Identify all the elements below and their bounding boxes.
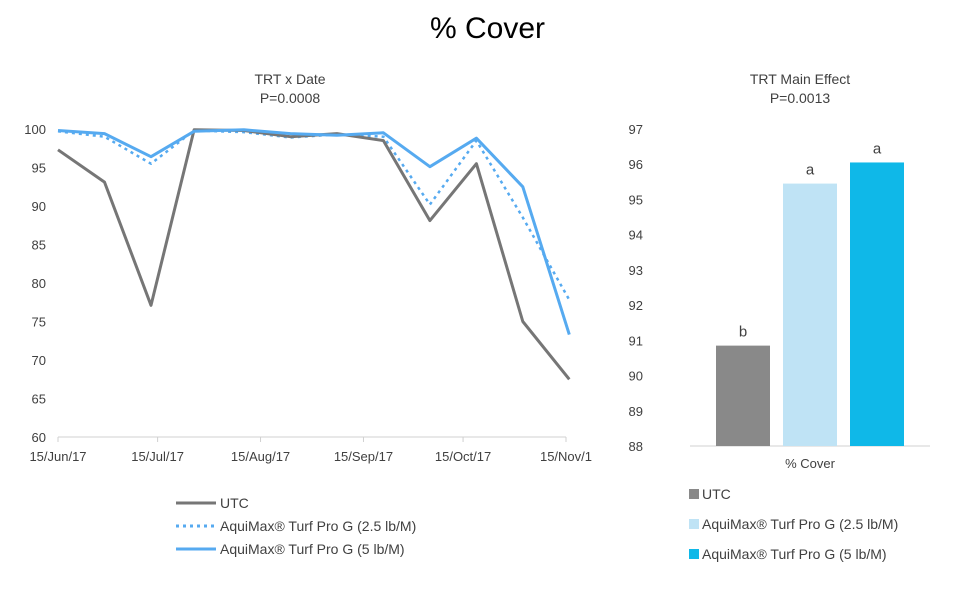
y-tick-label: 65: [32, 392, 46, 407]
y-tick-label: 75: [32, 315, 46, 330]
bar-aquimax-turf-pro-g-5-lb-m: [850, 162, 904, 446]
bar-chart-subtitle: P=0.0013: [770, 90, 831, 106]
line-chart-legend: UTC AquiMax® Turf Pro G (2.5 lb/M) AquiM…: [176, 495, 416, 557]
bar-y-tick-label: 91: [629, 333, 643, 348]
line-chart-title: TRT x Date: [254, 71, 325, 87]
series-line-aquimax-turf-pro-g-5-lb-m: [57, 128, 571, 336]
y-tick-label: 95: [32, 161, 46, 176]
legend-label-bar-utc: UTC: [702, 486, 731, 502]
y-tick-label: 80: [32, 276, 46, 291]
line-chart: 60 65 70 75 80 85 90 95 100 15/Jun/17 15/Jul/17 15/…: [24, 122, 592, 464]
legend-label-bar-5lb: AquiMax® Turf Pro G (5 lb/M): [702, 546, 887, 562]
bar-y-tick-label: 96: [629, 157, 643, 172]
x-tick-label: 15/Nov/1: [540, 449, 592, 464]
legend-label-bar-2-5lb: AquiMax® Turf Pro G (2.5 lb/M): [702, 516, 898, 532]
bar-y-tick-label: 93: [629, 263, 643, 278]
bar-data-label: a: [873, 140, 882, 157]
x-tick-label: 15/Jul/17: [131, 449, 184, 464]
line-chart-subtitle: P=0.0008: [260, 90, 321, 106]
y-tick-label: 85: [32, 238, 46, 253]
x-tick-label: 15/Oct/17: [435, 449, 491, 464]
legend-swatch-bar-2-5lb: [689, 519, 699, 529]
bar-y-tick-label: 95: [629, 192, 643, 207]
bar-y-tick-label: 90: [629, 369, 643, 384]
bar-y-tick-label: 97: [629, 122, 643, 137]
bar-chart: 88 89 90 91 92 93 94 95 96 97 b a a % Cover: [629, 122, 930, 471]
bar-chart-legend: UTC AquiMax® Turf Pro G (2.5 lb/M) AquiM…: [689, 486, 898, 562]
x-tick-label: 15/Jun/17: [29, 449, 86, 464]
y-tick-label: 90: [32, 199, 46, 214]
bar-y-tick-label: 94: [629, 228, 643, 243]
y-tick-label: 100: [24, 122, 46, 137]
series-line-utc: [57, 128, 571, 381]
y-tick-label: 70: [32, 353, 46, 368]
x-tick-label: 15/Aug/17: [231, 449, 290, 464]
legend-swatch-bar-utc: [689, 489, 699, 499]
bar-y-tick-label: 89: [629, 404, 643, 419]
bar-data-label: a: [806, 162, 815, 179]
legend-label-5lb: AquiMax® Turf Pro G (5 lb/M): [220, 541, 405, 557]
legend-label-2-5lb: AquiMax® Turf Pro G (2.5 lb/M): [220, 518, 416, 534]
legend-swatch-bar-5lb: [689, 549, 699, 559]
bar-data-label: b: [739, 324, 747, 341]
legend-label-utc: UTC: [220, 495, 249, 511]
bar-chart-title: TRT Main Effect: [750, 71, 850, 87]
bar-aquimax-turf-pro-g-2-5-lb-m: [783, 183, 837, 446]
bar-category-label: % Cover: [785, 456, 836, 471]
bar-y-tick-label: 88: [629, 439, 643, 454]
x-tick-label: 15/Sep/17: [334, 449, 393, 464]
page-title: % Cover: [429, 12, 546, 45]
y-tick-label: 60: [32, 430, 46, 445]
bar-y-tick-label: 92: [629, 298, 643, 313]
bar-utc: [716, 345, 770, 446]
